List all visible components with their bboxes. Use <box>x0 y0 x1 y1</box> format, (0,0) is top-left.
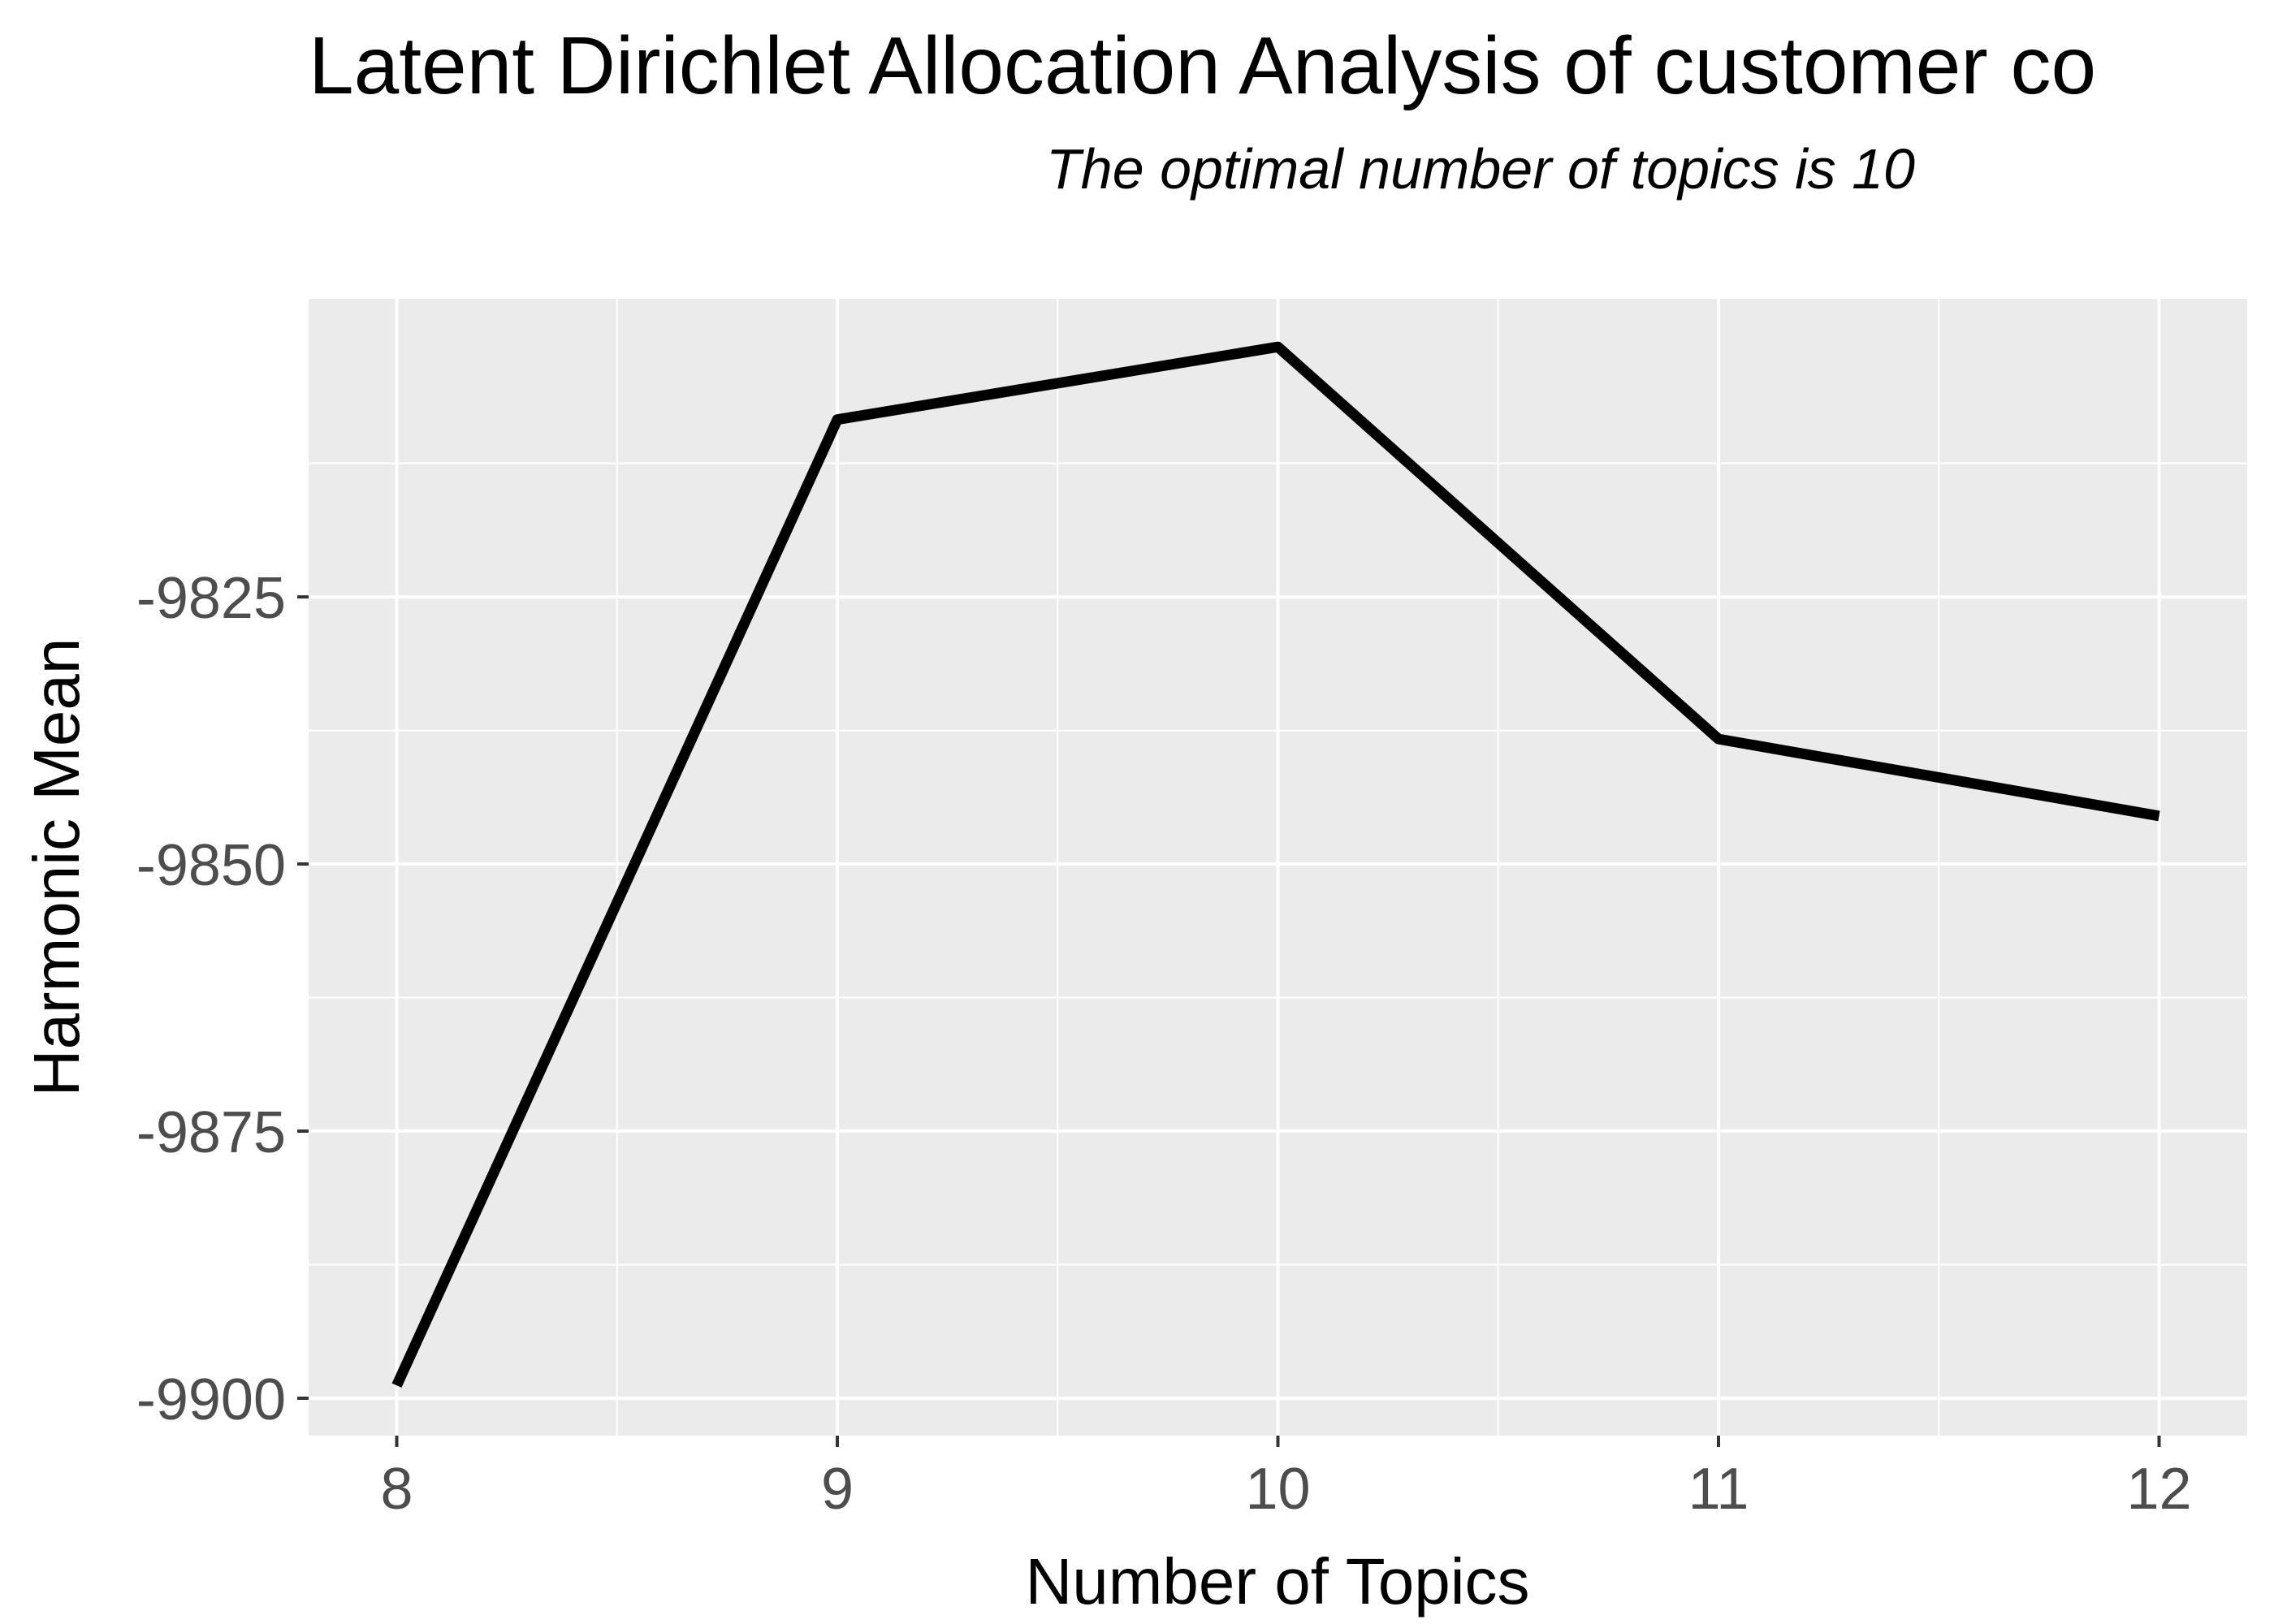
y-axis-title: Harmonic Mean <box>20 638 93 1097</box>
x-tick-label: 11 <box>1688 1457 1749 1522</box>
x-tick-label: 8 <box>380 1457 413 1522</box>
y-tick-label: -9875 <box>136 1100 286 1165</box>
x-axis-title: Number of Topics <box>1025 1545 1529 1618</box>
y-tick-label: -9825 <box>136 566 286 631</box>
x-axis: 8 9 10 11 12 <box>380 1436 2192 1522</box>
series-layer <box>391 341 2160 1388</box>
y-axis: -9825 -9850 -9875 -9900 <box>136 566 309 1432</box>
x-tick-label: 9 <box>821 1457 854 1522</box>
y-tick-label: -9850 <box>136 833 286 898</box>
x-tick-label: 10 <box>1245 1457 1310 1522</box>
chart-subtitle: The optimal number of topics is 10 <box>1046 137 1915 201</box>
x-tick-label: 12 <box>2126 1457 2191 1522</box>
major-gridlines <box>309 299 2247 1436</box>
y-tick-label: -9900 <box>136 1367 286 1432</box>
chart-title: Latent Dirichlet Allocation Analysis of … <box>309 20 2096 111</box>
